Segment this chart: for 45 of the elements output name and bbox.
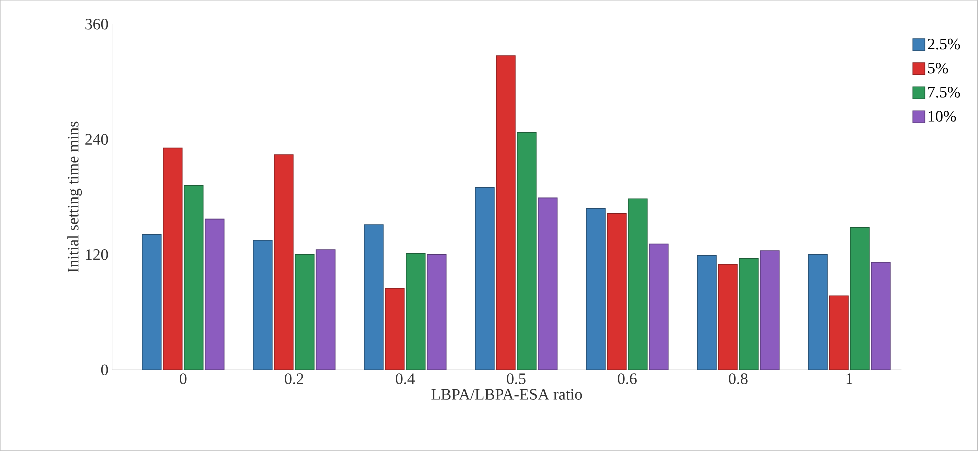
legend-label: 2.5% [928,38,960,50]
x-tick-label: 0.2 [285,373,304,384]
x-tick-label: 0 [180,373,187,384]
bar [628,198,648,370]
bar [253,240,273,370]
bar [406,253,426,370]
bar [142,234,162,370]
bar [538,198,558,370]
legend-label: 7.5% [928,86,960,98]
x-tick-label: 1 [846,373,853,384]
bar [607,212,627,370]
bar [829,296,849,370]
legend-label: 10% [928,110,956,122]
y-tick-label: 0 [101,364,108,376]
bar [426,254,447,370]
bar [760,250,780,370]
bar [316,249,336,370]
bar [871,262,891,370]
bar [718,264,738,370]
bar [586,208,606,370]
bar [697,255,717,370]
bar [184,185,204,370]
bar [274,154,294,370]
x-tick-label: 0.6 [618,373,637,384]
bar [739,258,759,370]
bar [294,254,315,370]
bar [385,288,405,370]
bar [808,254,828,370]
legend-label: 5% [928,62,948,74]
bar [850,227,870,370]
bar [162,148,183,370]
bar [475,187,495,370]
bar [517,132,537,370]
y-axis-title: Initial setting time mins [68,122,82,272]
bar [364,224,384,370]
x-tick-label: 0.4 [396,373,416,384]
bar [496,55,516,370]
x-tick-label: 0.5 [507,373,526,384]
x-tick-label: 0.8 [729,373,748,384]
bar [649,244,669,370]
bar [204,218,225,370]
y-tick-label: 240 [86,134,108,145]
y-tick-label: 120 [86,249,108,260]
y-tick-label: 360 [86,18,108,30]
x-axis-title: LBPA/LBPA-ESA ratio [432,389,582,400]
